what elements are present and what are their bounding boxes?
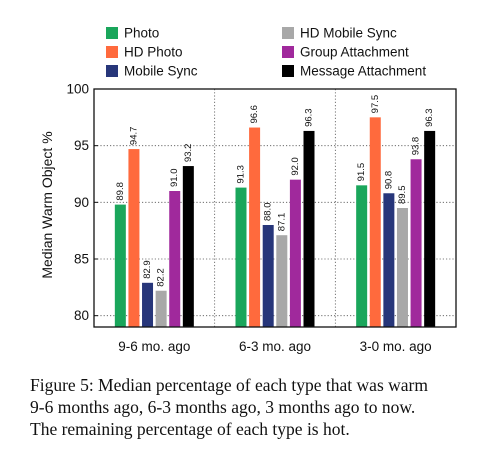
legend-label: HD Photo (124, 45, 183, 60)
legend-swatch (106, 27, 118, 39)
legend-swatch (282, 65, 294, 77)
legend-swatch (106, 65, 118, 77)
y-tick-label: 90 (74, 195, 89, 210)
legend-label: HD Mobile Sync (300, 26, 397, 41)
bar-hd-photo (249, 127, 261, 328)
legend-label: Mobile Sync (124, 64, 198, 79)
data-label: 91.0 (169, 169, 180, 188)
bar-chart: Photo HD Mobile Sync HD Photo Group Attachm… (39, 26, 457, 354)
data-label: 89.5 (397, 186, 408, 205)
bar-hd-mobile-sync (276, 235, 288, 327)
plot-frame (93, 88, 457, 328)
bar-hd-photo (128, 149, 140, 327)
y-tick-label: 100 (66, 82, 89, 97)
caption-line-3: The remaining percentage of each type is… (30, 419, 350, 439)
caption-line-1: Figure 5: Median percentage of each type… (30, 375, 428, 395)
legend-label: Group Attachment (300, 45, 409, 60)
caption-line-2: 9-6 months ago, 6-3 months ago, 3 months… (30, 397, 416, 417)
y-tick-label: 85 (74, 252, 89, 267)
data-label: 96.3 (424, 108, 435, 127)
data-label: 93.8 (411, 137, 422, 156)
x-tick-label: 9-6 mo. ago (118, 339, 190, 354)
bar-mobile-sync (262, 225, 274, 327)
legend-label: Message Attachment (300, 64, 426, 79)
bar-group-attachment (169, 191, 181, 327)
bar-mobile-sync (383, 193, 395, 327)
data-label: 88.0 (263, 203, 274, 222)
data-label: 96.6 (249, 105, 260, 124)
data-label: 89.8 (115, 182, 126, 201)
bar-photo (235, 187, 247, 327)
legend-swatch (106, 46, 118, 58)
x-tick-label: 3-0 mo. ago (360, 339, 432, 354)
data-label: 82.2 (156, 268, 167, 287)
data-label: 87.1 (276, 213, 287, 232)
legend: Photo HD Mobile Sync HD Photo Group Attachm… (106, 26, 426, 79)
y-tick-label: 95 (74, 138, 89, 153)
data-label: 93.2 (183, 144, 194, 163)
figure-caption: Figure 5: Median percentage of each type… (30, 374, 492, 440)
bar-photo (356, 185, 368, 327)
value-labels: 89.8 94.7 82.9 82.2 91.093.2 91.3 96.6 88.087.1… (115, 95, 435, 287)
data-label: 92.0 (290, 157, 301, 176)
legend-swatch (282, 27, 294, 39)
data-label: 82.9 (142, 260, 153, 279)
bar-hd-photo (369, 117, 381, 327)
bars (114, 117, 436, 328)
data-label: 94.7 (128, 127, 139, 146)
bar-message-attachment (424, 130, 436, 327)
data-label: 91.5 (356, 163, 367, 182)
y-axis-label: Median Warm Object % (39, 131, 55, 278)
bar-message-attachment (182, 166, 194, 327)
data-label: 96.3 (304, 108, 315, 127)
legend-swatch (282, 46, 294, 58)
bar-mobile-sync (142, 282, 154, 327)
x-tick-label: 6-3 mo. ago (239, 339, 311, 354)
data-label: 90.8 (383, 171, 394, 190)
bar-hd-mobile-sync (396, 208, 408, 327)
bar-group-attachment (289, 179, 301, 327)
data-label: 97.5 (370, 95, 381, 114)
legend-label: Photo (124, 26, 159, 41)
bar-photo (114, 204, 126, 327)
bar-group-attachment (410, 159, 422, 327)
data-label: 91.3 (236, 165, 247, 184)
y-tick-label: 80 (74, 308, 89, 323)
bar-hd-mobile-sync (155, 290, 167, 327)
axes: 9-6 mo. ago 6-3 mo. ago 3-0 mo. ago 80 85 90 9… (66, 82, 457, 354)
bar-message-attachment (303, 130, 315, 327)
